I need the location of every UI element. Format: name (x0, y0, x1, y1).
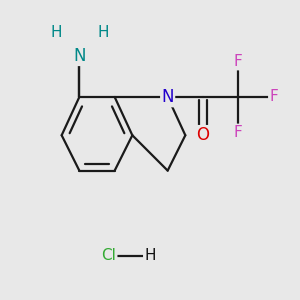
Text: F: F (269, 89, 278, 104)
Text: F: F (234, 54, 243, 69)
Text: N: N (73, 47, 86, 65)
Text: H: H (144, 248, 156, 263)
Text: F: F (234, 125, 243, 140)
Text: H: H (97, 25, 109, 40)
Text: N: N (161, 88, 174, 106)
Text: Cl: Cl (101, 248, 116, 263)
Text: O: O (196, 126, 209, 144)
Text: H: H (50, 25, 61, 40)
